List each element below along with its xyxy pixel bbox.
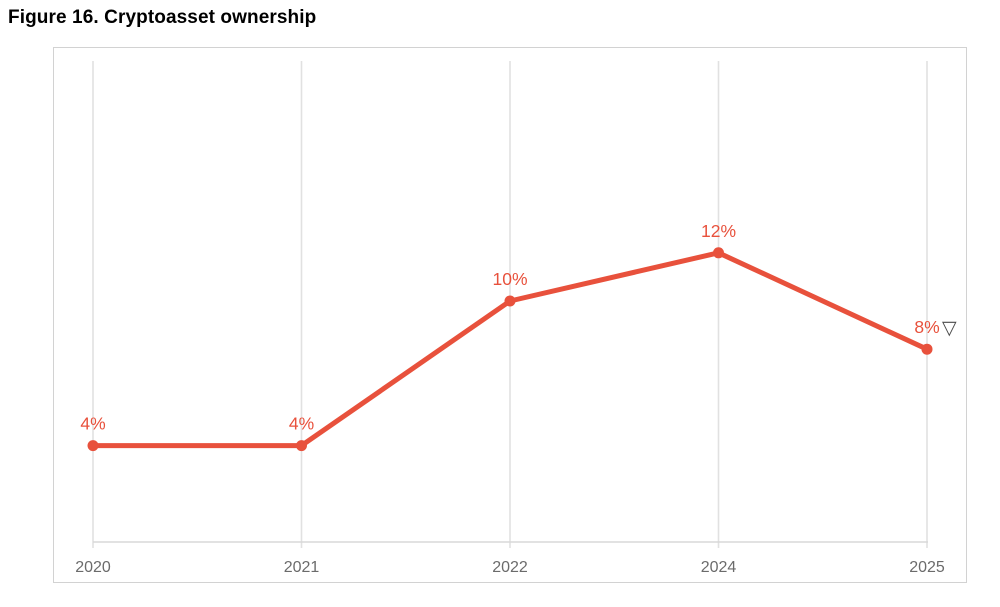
- data-point-label: 10%: [492, 269, 527, 289]
- data-point-label: 8%: [914, 317, 939, 337]
- data-point-marker: [713, 247, 724, 259]
- x-tick-label: 2025: [909, 559, 945, 576]
- down-triangle-icon: ▽: [942, 318, 957, 339]
- data-point-marker: [296, 440, 307, 452]
- data-point-label: 4%: [289, 414, 314, 434]
- x-tick-label: 2022: [492, 559, 528, 576]
- x-tick-label: 2021: [284, 559, 320, 576]
- chart-frame: 2020 2021 2022 2024 2025 4% 4% 10% 12% 8% ▽: [53, 47, 967, 583]
- x-tick-label: 2024: [701, 559, 737, 576]
- figure-title: Figure 16. Cryptoasset ownership: [8, 7, 317, 28]
- data-point-marker: [921, 343, 933, 355]
- data-point-marker: [87, 440, 99, 452]
- cryptoasset-ownership-line-chart: 2020 2021 2022 2024 2025 4% 4% 10% 12% 8% ▽: [75, 61, 957, 576]
- data-point-label: 4%: [80, 414, 105, 434]
- x-tick-label: 2020: [75, 559, 111, 576]
- data-point-label: 12%: [701, 221, 736, 241]
- data-point-marker: [504, 295, 516, 307]
